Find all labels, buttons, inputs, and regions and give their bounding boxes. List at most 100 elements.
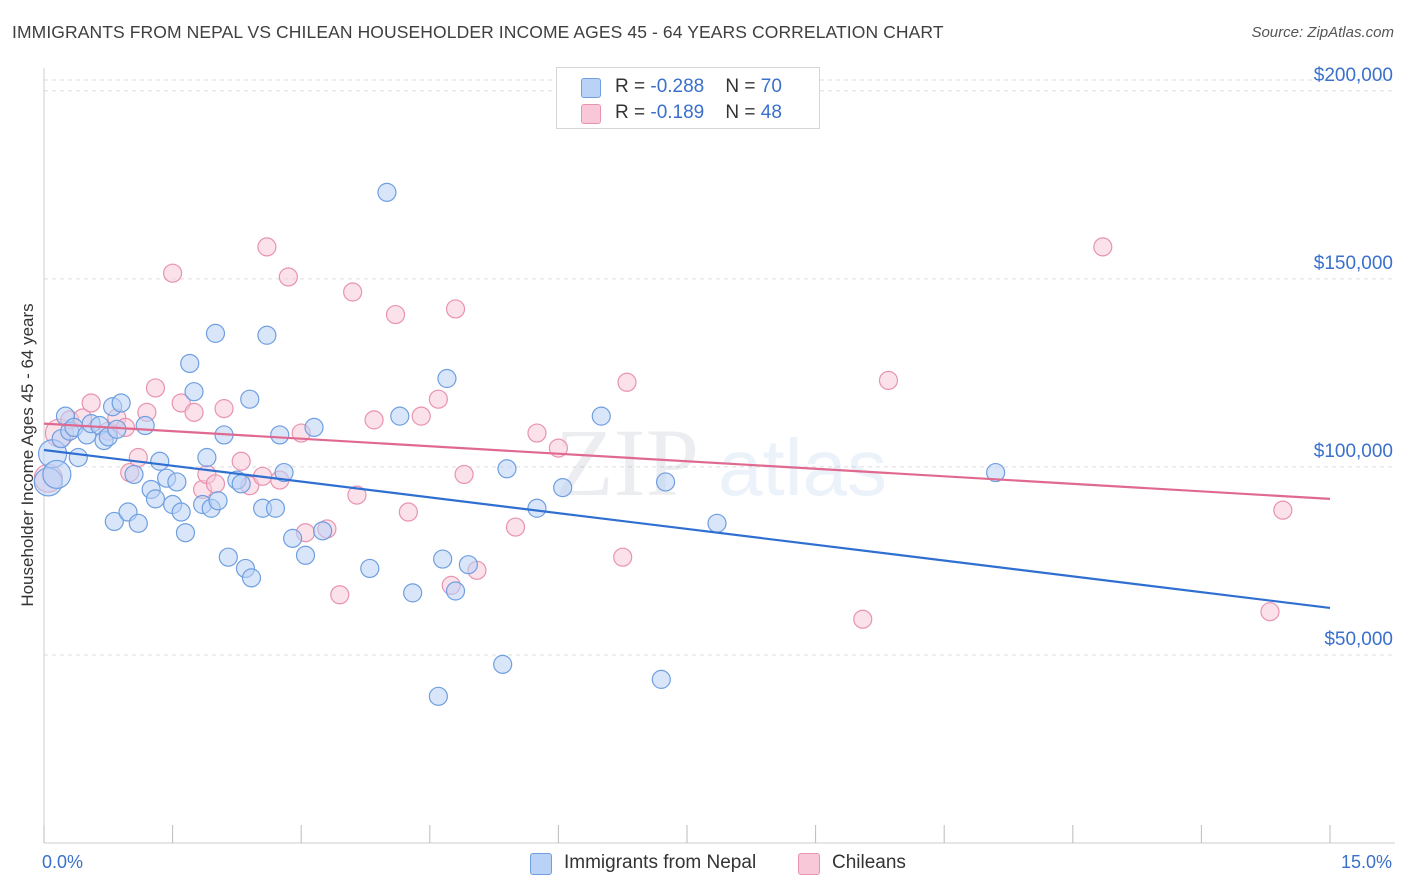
nepal-point-60 [458, 555, 478, 575]
y-tick-label-1: $100,000 [1314, 441, 1393, 462]
chileans-point-44 [617, 372, 637, 392]
nepal-point-50 [304, 417, 324, 438]
chileans-point-28 [330, 585, 350, 605]
chileans-point-11 [145, 378, 166, 398]
chileans-point-14 [184, 402, 204, 422]
chileans-point-35 [428, 389, 448, 409]
nepal-point-69 [986, 462, 1006, 483]
chileans-point-22 [257, 237, 277, 257]
legend-r-label: R = [615, 76, 651, 97]
nepal-point-19 [128, 513, 148, 533]
nepal-point-52 [360, 558, 380, 579]
nepal-point-48 [283, 528, 303, 548]
watermark-zip: ZIP [555, 409, 699, 516]
nepal-point-47 [274, 462, 294, 483]
nepal-trend-line [43, 448, 1331, 610]
nepal-point-41 [240, 389, 260, 409]
chileans-point-40 [505, 517, 526, 537]
nepal-point-65 [591, 406, 611, 426]
nepal-point-2 [42, 459, 72, 490]
legend-n-label: N = [725, 76, 761, 97]
nepal-point-59 [445, 581, 466, 601]
chileans-point-12 [163, 263, 183, 283]
nepal-point-62 [497, 459, 517, 479]
nepal-point-44 [257, 325, 277, 345]
nepal-point-23 [150, 451, 170, 471]
chileans-point-29 [343, 282, 363, 302]
nepal-point-27 [171, 502, 191, 522]
nepal-point-35 [208, 491, 228, 511]
chileans-point-34 [411, 406, 431, 426]
legend-r-label: R = [615, 102, 651, 123]
bottom-legend-swatch-nepal [530, 853, 552, 875]
chileans-point-33 [398, 502, 418, 522]
nepal-point-18 [124, 464, 144, 485]
nepal-point-34 [205, 323, 226, 343]
chileans-point-46 [878, 370, 899, 390]
legend-n-value-chile: 48 [760, 102, 782, 123]
nepal-point-64 [553, 477, 573, 498]
chart-source: Source: ZipAtlas.com [1251, 24, 1394, 41]
chileans-point-31 [364, 410, 384, 430]
nepal-point-67 [655, 472, 676, 492]
chileans-point-47 [1093, 237, 1113, 257]
nepal-point-16 [104, 511, 124, 532]
nepal-point-32 [197, 447, 217, 468]
nepal-point-53 [377, 182, 397, 202]
nepal-point-45 [265, 498, 286, 518]
nepal-point-22 [145, 489, 166, 509]
legend-r-value-nepal: -0.288 [650, 76, 705, 97]
legend-r-value-chile: -0.189 [650, 102, 705, 123]
chileans-point-13 [171, 393, 191, 413]
chileans-point-24 [278, 267, 298, 287]
nepal-point-28 [175, 523, 196, 543]
chileans-point-30 [347, 485, 367, 505]
nepal-point-20 [135, 415, 155, 436]
chileans-point-19 [231, 451, 251, 471]
chileans-point-18 [214, 399, 234, 419]
trend-lines [43, 422, 1331, 610]
nepal-point-58 [437, 368, 457, 389]
nepal-point-30 [184, 382, 204, 402]
nepal-point-46 [270, 425, 290, 445]
y-tick-label-2: $150,000 [1314, 253, 1393, 274]
chart-title: IMMIGRANTS FROM NEPAL VS CHILEAN HOUSEHO… [12, 22, 944, 42]
nepal-point-68 [707, 513, 727, 533]
nepal-point-26 [167, 472, 187, 492]
stats-legend: R = -0.288 N = 70 R = -0.189 N = 48 [556, 67, 820, 129]
chileans-point-9 [128, 447, 148, 468]
y-tick-label-3: $200,000 [1314, 65, 1393, 86]
legend-swatch-nepal [581, 78, 601, 98]
nepal-point-29 [180, 353, 200, 374]
bottom-legend-label-chile: Chileans [832, 852, 906, 873]
nepal-point-56 [428, 686, 448, 706]
chileans-trend-line [43, 422, 1331, 500]
nepal-point-39 [231, 474, 251, 494]
nepal-point-63 [527, 498, 547, 518]
nepal-point-42 [241, 568, 262, 588]
nepal-point-54 [390, 406, 410, 426]
x-tick-label-max: 15.0% [1340, 852, 1392, 872]
chileans-point-32 [385, 304, 406, 325]
chileans-point-45 [853, 609, 873, 629]
bottom-legend-swatch-chile [798, 853, 820, 875]
nepal-point-15 [111, 393, 131, 413]
y-tick-label-0: $50,000 [1324, 629, 1393, 650]
nepal-point-61 [493, 654, 513, 674]
nepal-points [33, 182, 1006, 706]
y-tick-labels: $50,000 $100,000 $150,000 $200,000 [1314, 65, 1393, 650]
chileans-point-38 [454, 464, 474, 485]
nepal-point-51 [313, 521, 333, 541]
nepal-point-57 [433, 549, 453, 569]
chileans-point-41 [527, 423, 547, 443]
chileans-point-17 [205, 474, 226, 494]
legend-n-value-nepal: 70 [760, 76, 782, 97]
chileans-point-48 [1260, 602, 1280, 622]
x-axis-ticks [43, 825, 1331, 843]
chileans-point-43 [613, 547, 633, 567]
chileans-point-49 [1273, 500, 1293, 520]
legend-swatch-chile [581, 104, 601, 124]
chileans-point-4 [81, 393, 101, 413]
nepal-point-7 [68, 447, 88, 468]
